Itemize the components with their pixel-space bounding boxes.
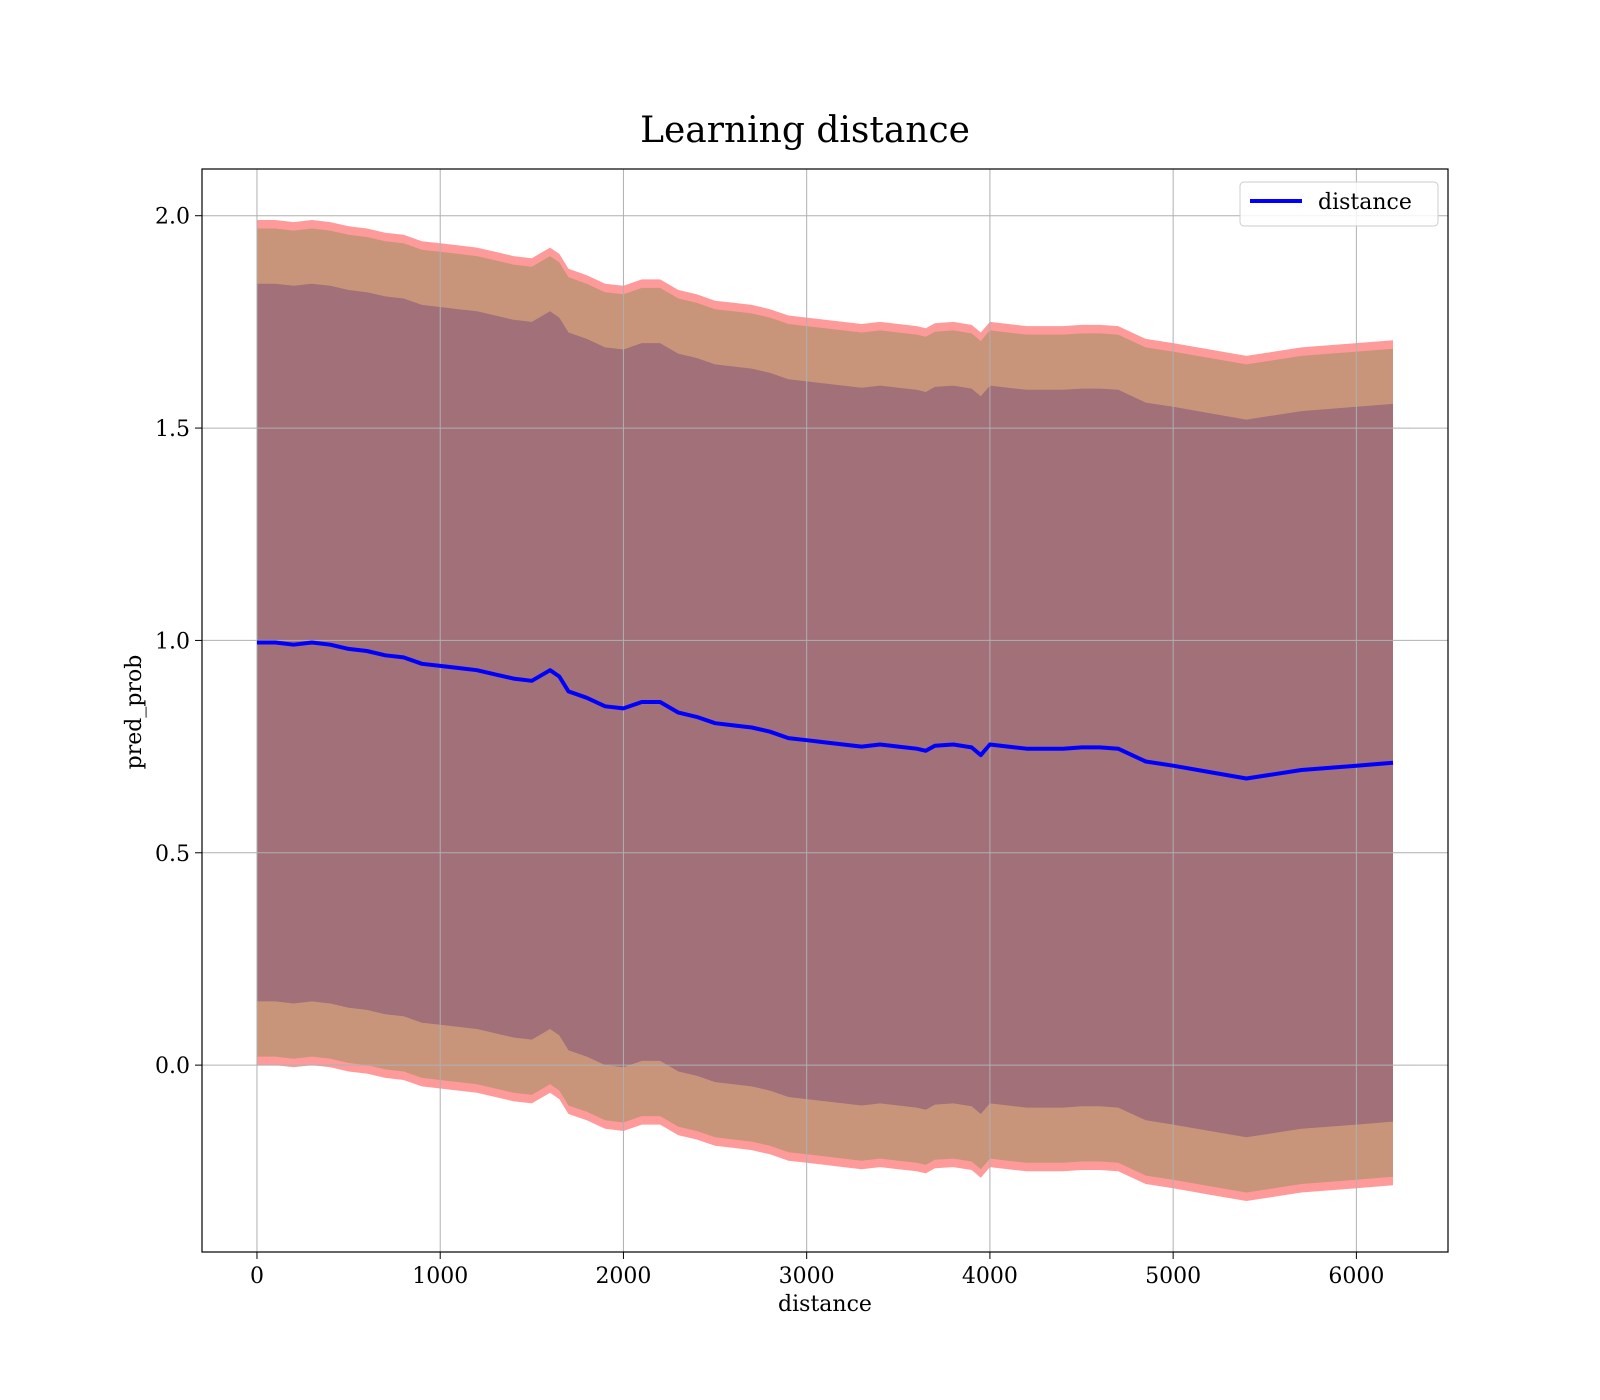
- y-tick-label: 2.0: [155, 205, 190, 230]
- band-inner: [257, 283, 1393, 1138]
- chart-title: Learning distance: [640, 110, 970, 151]
- x-axis-label: distance: [778, 1292, 872, 1317]
- x-tick-label: 2000: [595, 1264, 651, 1289]
- x-tick-label: 1000: [412, 1264, 468, 1289]
- y-axis-label: pred_prob: [122, 655, 147, 770]
- legend-box: [1239, 181, 1439, 227]
- legend: distance: [1239, 181, 1439, 227]
- x-tick-label: 5000: [1145, 1264, 1201, 1289]
- x-tick-label: 4000: [962, 1264, 1018, 1289]
- x-tick-label: 6000: [1328, 1264, 1384, 1289]
- x-tick-label: 3000: [779, 1264, 835, 1289]
- y-tick-label: 0.5: [155, 842, 190, 867]
- legend-label: distance: [1318, 190, 1412, 215]
- confidence-bands: [257, 220, 1393, 1201]
- plot-frame: [201, 168, 1449, 1253]
- y-tick-label: 1.5: [155, 417, 190, 442]
- grid-lines: [202, 169, 1448, 1252]
- y-tick-label: 1.0: [155, 629, 190, 654]
- x-tick-label: 0: [250, 1264, 264, 1289]
- y-tick-label: 0.0: [155, 1054, 190, 1079]
- series-line-distance: [257, 640, 1394, 781]
- series-lines: [257, 640, 1394, 781]
- x-ticks: 0 1000 2000 3000 4000 5000 6000: [250, 1252, 1384, 1289]
- y-ticks: 0.0 0.5 1.0 1.5 2.0: [155, 205, 202, 1079]
